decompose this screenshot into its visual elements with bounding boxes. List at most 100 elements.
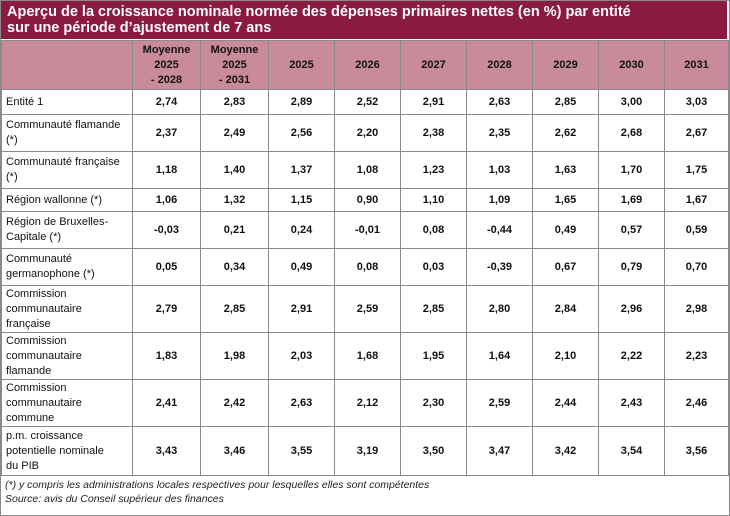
table-cell: 1,15 <box>268 188 335 212</box>
table-cell: 2,38 <box>400 114 467 152</box>
table-cell: 0,49 <box>532 211 599 249</box>
column-header-line: 2031 <box>684 58 709 71</box>
row-label-line: Entité 1 <box>6 95 44 108</box>
table-cell: 2,83 <box>200 89 269 115</box>
column-header: 2031 <box>664 40 729 90</box>
table-cell: 2,91 <box>400 89 467 115</box>
table-cell: 2,10 <box>532 332 599 380</box>
table-cell: 1,63 <box>532 151 599 189</box>
column-header-line: 2028 <box>487 58 512 71</box>
table-cell: 2,23 <box>664 332 729 380</box>
row-label: p.m. croissance potentielle nominale du PI… <box>1 426 133 476</box>
column-header: 2025 <box>268 40 335 90</box>
table-cell: 2,37 <box>132 114 201 152</box>
table-cell: 2,56 <box>268 114 335 152</box>
table-cell: 1,70 <box>598 151 665 189</box>
table-cell: 0,21 <box>200 211 269 249</box>
table-cell: 2,44 <box>532 379 599 427</box>
row-label: Région de Bruxelles- Capitale (*) <box>1 211 133 249</box>
column-header-line: 2029 <box>553 58 578 71</box>
table-row: p.m. croissance potentielle nominale du PI… <box>1 426 729 476</box>
table-cell: 2,85 <box>200 285 269 333</box>
row-label-line: potentielle nominale <box>6 444 104 457</box>
table-cell: 0,24 <box>268 211 335 249</box>
column-header: Moyenne 2025 - 2031 <box>200 40 269 90</box>
column-header-line: Moyenne <box>210 43 259 56</box>
table-cell: 2,89 <box>268 89 335 115</box>
table-cell: 1,08 <box>334 151 401 189</box>
table-row: Entité 1 2,74 2,83 2,89 2,52 2,91 2,63 2,85 3,00… <box>1 89 729 115</box>
table-cell: 2,43 <box>598 379 665 427</box>
table-cell: 2,20 <box>334 114 401 152</box>
footnote-asterisk: (*) y compris les administrations locale… <box>5 479 430 491</box>
table-cell: 2,74 <box>132 89 201 115</box>
table-row: Communauté française (*) 1,18 1,40 1,37 1,08 1… <box>1 151 729 189</box>
column-header: 2030 <box>598 40 665 90</box>
row-label: Région wallonne (*) <box>1 188 133 212</box>
table-cell: 3,00 <box>598 89 665 115</box>
table-cell: 2,12 <box>334 379 401 427</box>
table-cell: -0,01 <box>334 211 401 249</box>
table-cell: 1,10 <box>400 188 467 212</box>
column-header-line: 2025 <box>154 58 179 71</box>
table-row: Communauté germanophone (*) 0,05 0,34 0,49 0,… <box>1 248 729 286</box>
table-cell: -0,39 <box>466 248 533 286</box>
table-cell: 1,23 <box>400 151 467 189</box>
table-cell: 2,96 <box>598 285 665 333</box>
row-label-line: Région wallonne (*) <box>6 193 102 206</box>
table-cell: 3,55 <box>268 426 335 476</box>
table-cell: 2,79 <box>132 285 201 333</box>
column-header-line: 2030 <box>619 58 644 71</box>
table-cell: 1,40 <box>200 151 269 189</box>
table-cell: 1,06 <box>132 188 201 212</box>
table-cell: 2,62 <box>532 114 599 152</box>
table-cell: 1,68 <box>334 332 401 380</box>
table-cell: 1,95 <box>400 332 467 380</box>
header-row: Moyenne 2025 - 2028 Moyenne 2025 - 2031 2025 20… <box>1 40 729 90</box>
table-cell: 2,63 <box>466 89 533 115</box>
row-label-line: française <box>6 317 51 330</box>
row-label-line: Commission <box>6 287 67 300</box>
table-cell: 2,49 <box>200 114 269 152</box>
table-cell: 3,54 <box>598 426 665 476</box>
table-cell: 2,67 <box>664 114 729 152</box>
table-cell: -0,44 <box>466 211 533 249</box>
row-label-line: germanophone (*) <box>6 268 95 280</box>
table-row: Région wallonne (*) 1,06 1,32 1,15 0,90 1,10 1… <box>1 188 729 212</box>
table-cell: 2,41 <box>132 379 201 427</box>
table-cell: 0,34 <box>200 248 269 286</box>
column-header-line: 2026 <box>355 58 380 71</box>
table-cell: 3,42 <box>532 426 599 476</box>
table-cell: 2,98 <box>664 285 729 333</box>
footnote-source: Source: avis du Conseil supérieur des fi… <box>5 493 224 505</box>
title-line-2: sur une période d’ajustement de 7 ans <box>7 20 272 36</box>
row-label-line: (*) <box>6 134 18 146</box>
table-cell: 2,59 <box>466 379 533 427</box>
column-header: 2026 <box>334 40 401 90</box>
row-label: Commission communautaire française <box>1 285 133 333</box>
table-cell: 2,42 <box>200 379 269 427</box>
table-cell: 1,75 <box>664 151 729 189</box>
column-header-line: 2027 <box>421 58 446 71</box>
row-label: Commission communautaire flamande <box>1 332 133 380</box>
footnotes: (*) y compris les administrations locale… <box>5 478 429 506</box>
title-line-1: Aperçu de la croissance nominale normée … <box>7 4 631 20</box>
header-blank-cell <box>1 40 133 90</box>
data-table: Moyenne 2025 - 2028 Moyenne 2025 - 2031 2025 20… <box>1 40 729 476</box>
column-header-line: - 2031 <box>218 73 251 86</box>
table-cell: 1,37 <box>268 151 335 189</box>
table-cell: 0,05 <box>132 248 201 286</box>
table-cell: 3,47 <box>466 426 533 476</box>
table-cell: 1,03 <box>466 151 533 189</box>
table-cell: 2,84 <box>532 285 599 333</box>
table-cell: 0,67 <box>532 248 599 286</box>
table-row: Région de Bruxelles- Capitale (*) -0,03 0,2… <box>1 211 729 249</box>
table-row: Communauté flamande (*) 2,37 2,49 2,56 2,20 2,… <box>1 114 729 152</box>
table-cell: 1,98 <box>200 332 269 380</box>
row-label-line: communautaire <box>6 396 82 409</box>
row-label-line: Communauté flamande <box>6 119 121 131</box>
row-label-line: Capitale (*) <box>6 231 62 243</box>
table-cell: 0,08 <box>400 211 467 249</box>
table-cell: 3,43 <box>132 426 201 476</box>
row-label-line: p.m. croissance <box>6 429 84 442</box>
